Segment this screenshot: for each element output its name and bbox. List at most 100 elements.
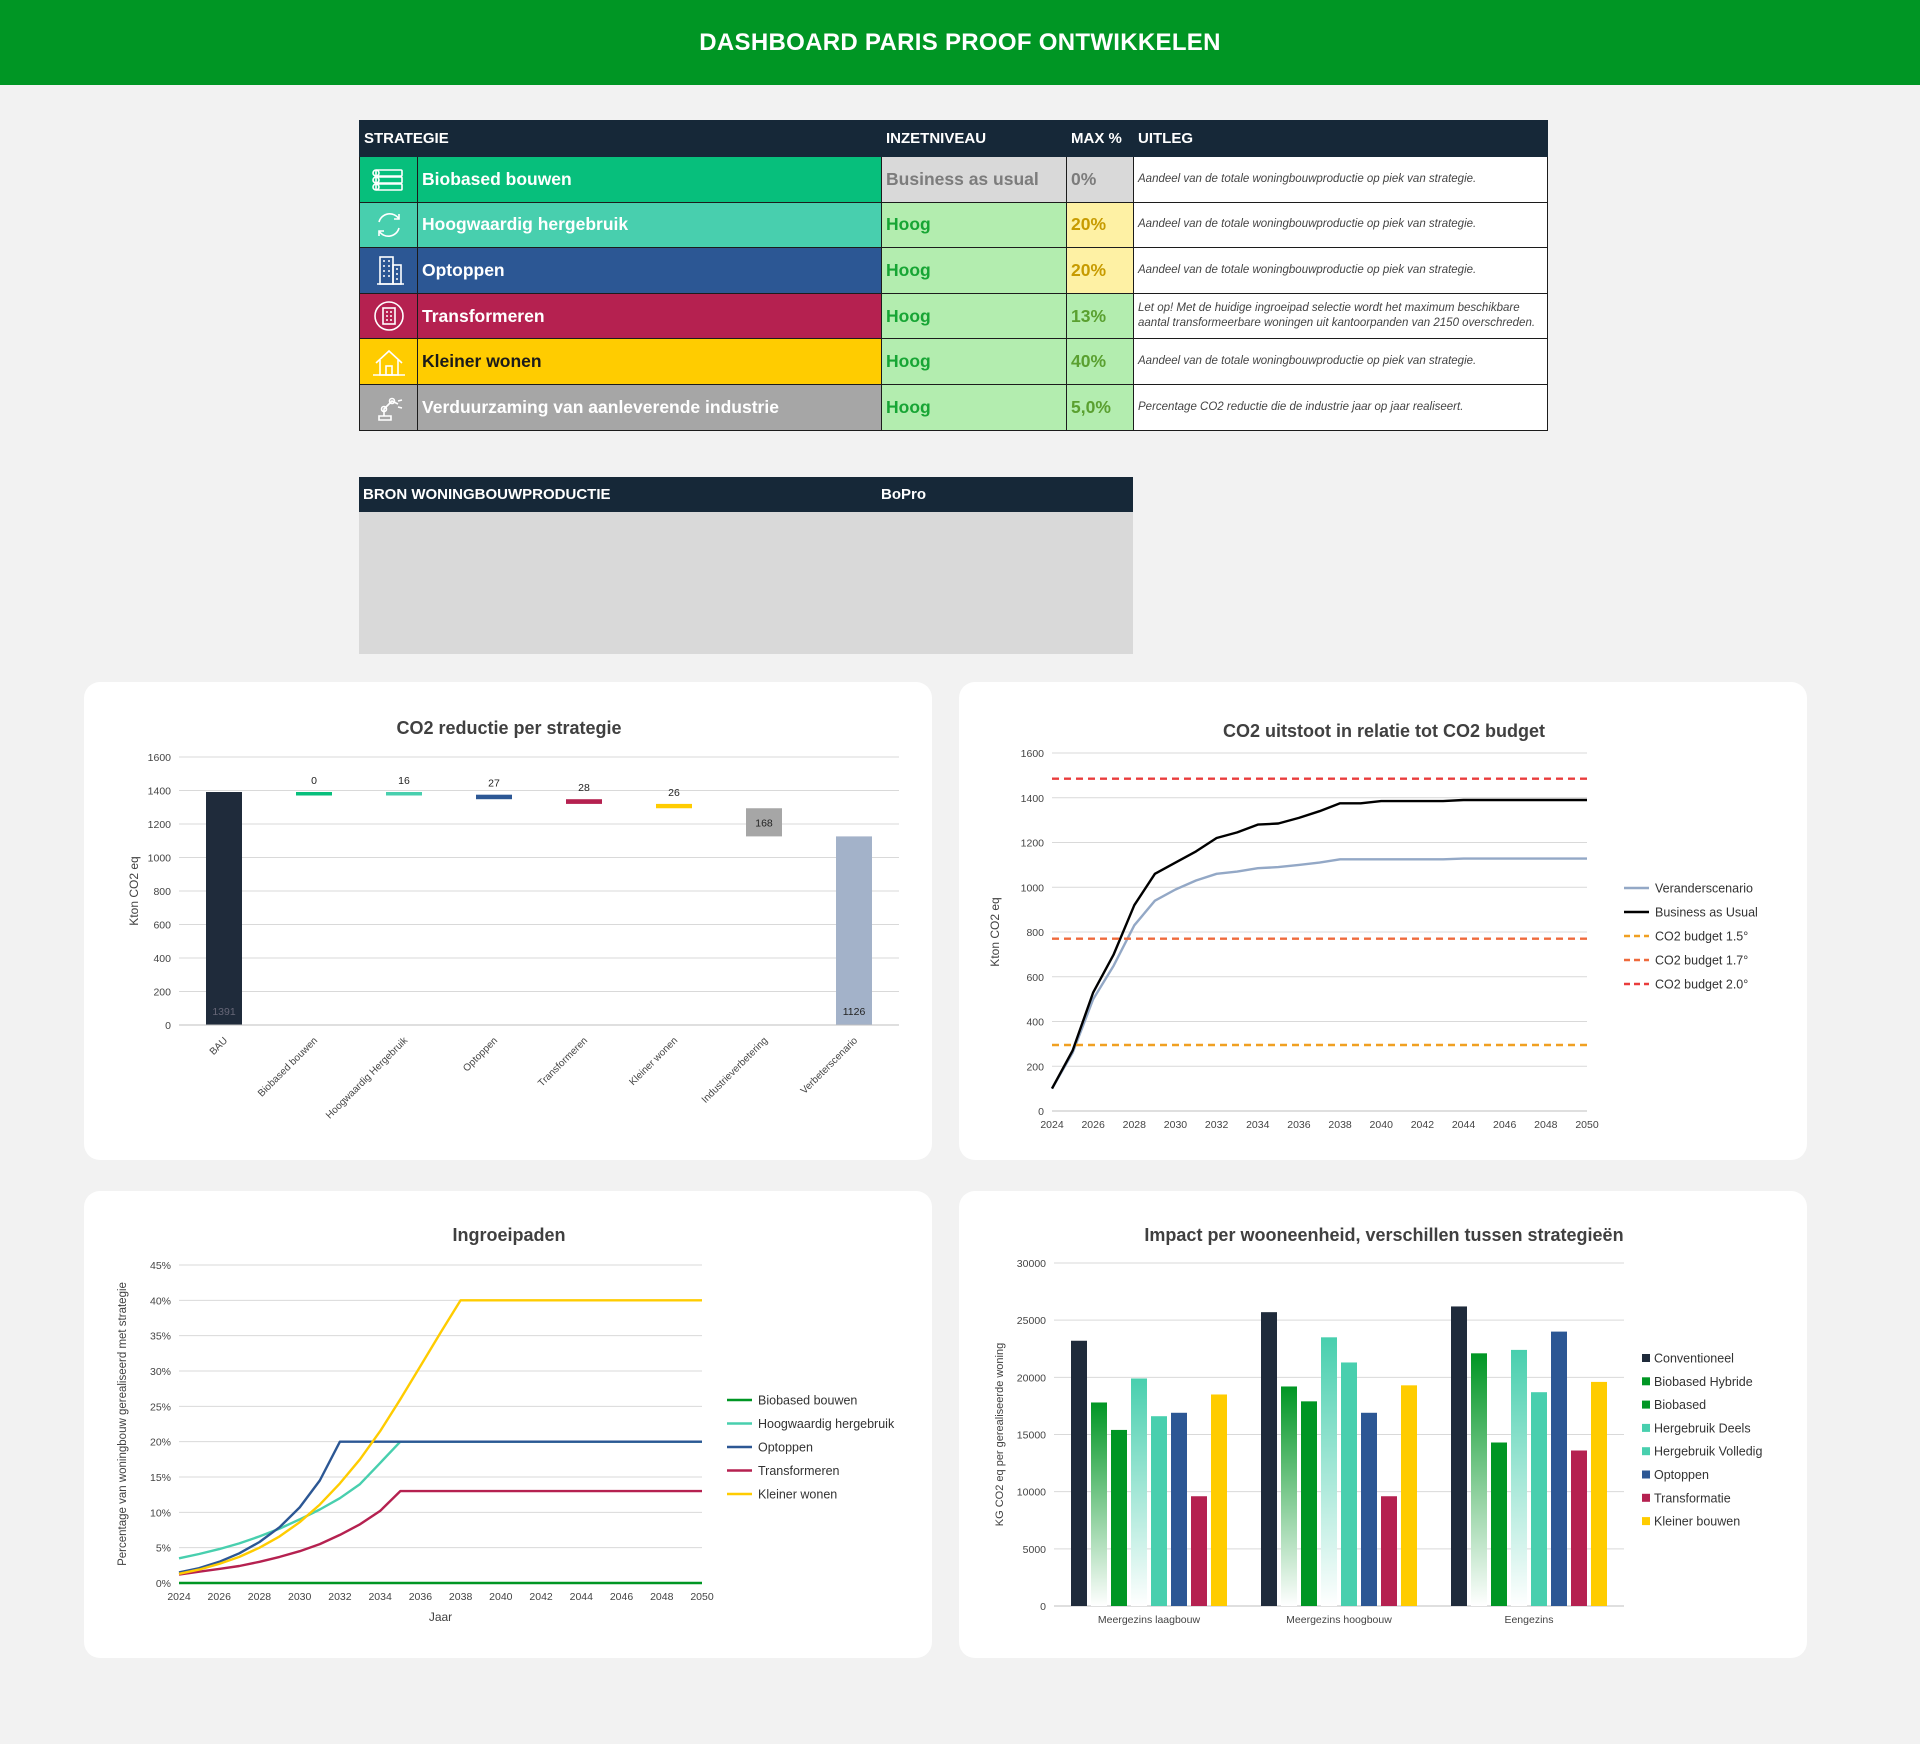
y-tick-label: 15% <box>150 1472 171 1484</box>
legend-swatch <box>1642 1354 1650 1362</box>
x-tick-label: 2044 <box>1452 1119 1476 1131</box>
inzetniveau-select[interactable]: Hoog <box>881 383 1068 431</box>
y-tick-label: 5000 <box>1023 1544 1047 1556</box>
legend-label: Business as Usual <box>1655 906 1758 920</box>
legend-label: CO2 budget 2.0° <box>1655 978 1748 992</box>
legend-swatch <box>1642 1447 1650 1456</box>
data-label: 27 <box>488 778 500 790</box>
data-label: 1126 <box>843 1006 866 1018</box>
chart-title: CO2 uitstoot in relatie tot CO2 budget <box>1223 721 1545 741</box>
strategy-row: Verduurzaming van aanleverende industrie… <box>359 383 1549 431</box>
x-tick-label: 2024 <box>1040 1119 1064 1131</box>
x-tick-label: 2026 <box>1081 1119 1105 1131</box>
inzetniveau-select[interactable]: Hoog <box>881 292 1068 340</box>
y-tick-label: 25000 <box>1017 1315 1046 1327</box>
bar <box>1381 1496 1397 1606</box>
strategy-table: STRATEGIE INZETNIVEAU MAX % UITLEG Bioba… <box>358 120 1549 431</box>
chart-card-ingroeipaden: Ingroeipaden Percentage van woningbouw ge… <box>84 1191 932 1658</box>
bar <box>1261 1312 1277 1606</box>
bar <box>1341 1362 1357 1606</box>
y-tick-label: 200 <box>153 987 171 999</box>
x-tick-label: 2044 <box>570 1591 594 1603</box>
bar <box>1361 1412 1377 1606</box>
y-tick-label: 1200 <box>1021 838 1045 850</box>
inzetniveau-select[interactable]: Hoog <box>881 247 1068 294</box>
inzetniveau-select[interactable]: Business as usual <box>881 156 1068 203</box>
bar <box>1111 1429 1127 1606</box>
strategy-icon-cell <box>359 383 418 431</box>
chart-title: Impact per wooneenheid, verschillen tuss… <box>1144 1225 1623 1245</box>
chart-title: CO2 reductie per strategie <box>396 718 621 738</box>
strategy-name: Kleiner wonen <box>416 338 883 385</box>
x-tick-label: 2046 <box>610 1591 634 1603</box>
bron-body <box>359 512 1133 654</box>
col-header-max: MAX % <box>1066 120 1135 157</box>
industry-robot-icon <box>377 397 402 422</box>
y-tick-label: 1000 <box>148 853 172 865</box>
strategy-icon-cell <box>359 201 418 249</box>
series-line <box>1050 857 1587 1090</box>
bron-label: BRON WONINGBOUWPRODUCTIE <box>363 486 611 503</box>
dashboard-header: DASHBOARD PARIS PROOF ONTWIKKELEN <box>0 0 1920 85</box>
x-tick-label: 2024 <box>167 1591 191 1603</box>
bar <box>476 794 512 800</box>
max-percentage: 0% <box>1066 156 1135 203</box>
data-label: 28 <box>578 782 590 794</box>
data-label: 16 <box>398 775 410 787</box>
bar <box>566 799 602 804</box>
series-line <box>178 1299 702 1575</box>
strategy-icon-cell <box>359 247 418 294</box>
x-tick-label: Biobased bouwen <box>256 1035 320 1099</box>
y-tick-label: 35% <box>150 1331 171 1343</box>
strategy-name: Verduurzaming van aanleverende industrie <box>416 383 883 431</box>
y-tick-label: 1200 <box>148 819 172 831</box>
y-tick-label: 0 <box>1038 1106 1044 1118</box>
impact-chart: Impact per wooneenheid, verschillen tuss… <box>994 1225 1762 1626</box>
y-tick-label: 600 <box>153 920 171 932</box>
x-tick-label: 2030 <box>1164 1119 1188 1131</box>
legend-label: Biobased bouwen <box>758 1394 857 1408</box>
bron-header: BRON WONINGBOUWPRODUCTIE BoPro <box>359 477 1133 512</box>
strategy-row: Biobased bouwen Business as usual 0% Aan… <box>359 156 1549 203</box>
bar <box>1451 1306 1467 1606</box>
legend-label: Kleiner wonen <box>758 1488 837 1502</box>
x-tick-label: 2042 <box>1411 1119 1435 1131</box>
uitleg-text: Let op! Met de huidige ingroeipad select… <box>1133 292 1549 340</box>
legend-label: Conventioneel <box>1654 1352 1734 1366</box>
legend-label: Hergebruik Deels <box>1654 1421 1751 1435</box>
series-line <box>178 1440 702 1574</box>
inzetniveau-select[interactable]: Hoog <box>881 338 1068 385</box>
series-line <box>178 1440 702 1560</box>
strategy-table-header: STRATEGIE INZETNIVEAU MAX % UITLEG <box>358 120 1549 157</box>
y-axis-label: Kton CO2 eq <box>127 856 141 925</box>
col-header-strategie: STRATEGIE <box>358 120 883 157</box>
x-tick-label: 2050 <box>1575 1119 1599 1131</box>
uitleg-text: Percentage CO2 reductie die de industrie… <box>1133 383 1549 431</box>
max-percentage: 40% <box>1066 338 1135 385</box>
inzetniveau-select[interactable]: Hoog <box>881 201 1068 249</box>
y-tick-label: 0 <box>165 1020 171 1032</box>
bron-value-dropdown[interactable]: BoPro <box>881 486 926 503</box>
chart-title: Ingroeipaden <box>452 1225 565 1245</box>
x-tick-label: 2034 <box>368 1591 392 1603</box>
small-house-icon <box>372 349 405 376</box>
bar <box>1191 1496 1207 1606</box>
y-tick-label: 800 <box>1026 927 1044 939</box>
legend-swatch <box>1642 1400 1650 1409</box>
bar <box>1281 1386 1297 1606</box>
recycle-arrows-icon <box>377 212 400 237</box>
strategy-name: Hoogwaardig hergebruik <box>416 201 883 249</box>
legend-label: Hoogwaardig hergebruik <box>758 1417 895 1431</box>
x-tick-label: 2040 <box>1370 1119 1394 1131</box>
bar <box>386 792 422 796</box>
max-percentage: 5,0% <box>1066 383 1135 431</box>
x-tick-label: Eengezins <box>1504 1614 1553 1626</box>
chart-card-co2-reductie: CO2 reductie per strategie Kton CO2 eq 0 20… <box>84 682 932 1160</box>
y-tick-label: 20% <box>150 1437 171 1449</box>
x-tick-label: 2042 <box>529 1591 553 1603</box>
bar <box>656 803 692 809</box>
y-tick-label: 10000 <box>1017 1487 1046 1499</box>
max-percentage: 13% <box>1066 292 1135 340</box>
x-tick-label: Kleiner wonen <box>628 1035 681 1088</box>
y-tick-label: 30000 <box>1017 1258 1046 1270</box>
